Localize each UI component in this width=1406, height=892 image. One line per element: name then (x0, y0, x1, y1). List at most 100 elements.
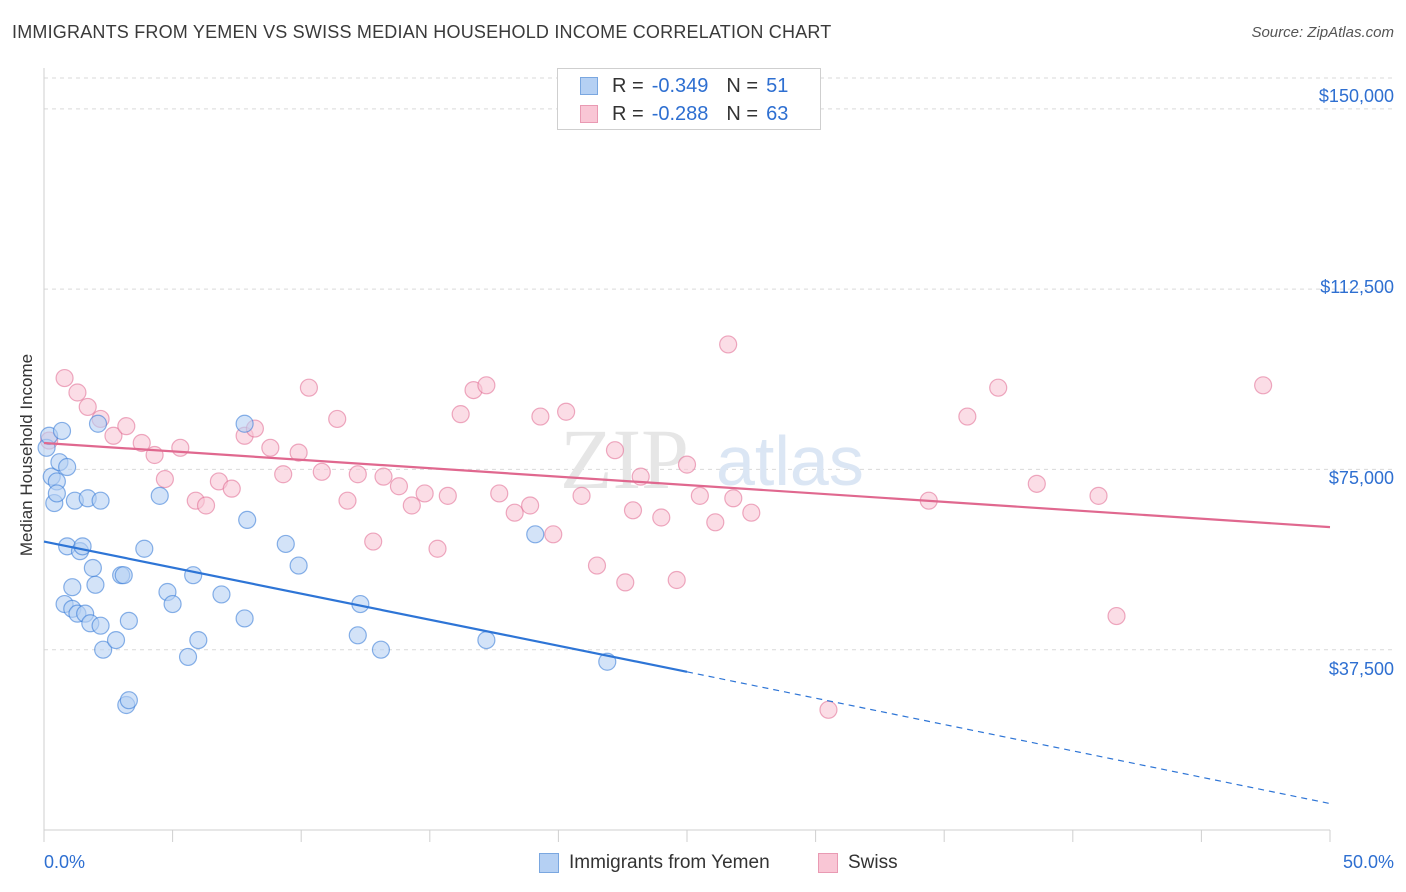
point-yemen (526, 525, 545, 544)
chart-title: IMMIGRANTS FROM YEMEN VS SWISS MEDIAN HO… (12, 22, 832, 42)
point-yemen (150, 486, 169, 505)
point-swiss (348, 465, 367, 484)
x-tick-label-min: 0.0% (44, 852, 86, 872)
point-yemen (348, 626, 367, 645)
legend-swatch-yemen (539, 853, 559, 873)
watermark-atlas: atlas (716, 422, 864, 500)
point-yemen (86, 575, 105, 594)
legend-item-swiss: Swiss (818, 852, 898, 874)
point-yemen (189, 630, 208, 650)
point-yemen (235, 414, 254, 433)
point-swiss (261, 438, 280, 457)
point-swiss (274, 465, 293, 484)
point-yemen (58, 457, 77, 477)
point-swiss (557, 402, 576, 421)
point-swiss (196, 496, 216, 515)
point-swiss (706, 513, 725, 532)
point-swiss (1107, 606, 1126, 626)
point-yemen (91, 491, 110, 510)
legend-row-swiss: R = -0.288 N = 63 (580, 100, 788, 128)
point-swiss (724, 489, 743, 508)
source-label: Source: ZipAtlas.com (1251, 24, 1394, 41)
point-yemen (238, 510, 257, 530)
point-yemen (119, 611, 138, 630)
point-yemen (119, 691, 138, 710)
point-yemen (83, 558, 102, 578)
legend-swatch-yemen (580, 77, 598, 95)
point-yemen (276, 534, 295, 554)
legend-row-yemen: R = -0.349 N = 51 (580, 72, 788, 100)
point-yemen (184, 566, 203, 585)
point-swiss (428, 539, 447, 558)
legend-r-label: R = (612, 102, 644, 125)
point-yemen (47, 484, 66, 503)
point-yemen (88, 414, 108, 433)
point-yemen (52, 421, 72, 441)
point-yemen (212, 585, 231, 604)
point-yemen (163, 594, 182, 614)
point-yemen (178, 647, 198, 667)
legend-r-value: -0.349 (651, 74, 709, 97)
point-swiss (364, 532, 383, 551)
legend-r-value: -0.288 (651, 102, 709, 125)
y-tick-label-37500: $37,500 (1328, 659, 1394, 679)
point-swiss (505, 503, 524, 522)
point-swiss (623, 501, 643, 520)
point-swiss (132, 433, 151, 453)
point-swiss (587, 556, 607, 575)
point-swiss (690, 486, 709, 505)
point-swiss (667, 570, 686, 590)
point-swiss (490, 484, 509, 503)
trend-line-swiss (43, 441, 1331, 529)
point-swiss (312, 462, 331, 481)
legend-r-label: R = (612, 74, 644, 97)
point-swiss (521, 496, 540, 515)
point-swiss (328, 409, 347, 429)
point-swiss (742, 503, 761, 522)
point-yemen (114, 566, 133, 585)
point-swiss (544, 525, 563, 544)
point-yemen (477, 630, 496, 650)
legend-n-value: 51 (766, 74, 789, 97)
point-swiss (222, 479, 241, 498)
point-swiss (338, 491, 357, 510)
point-swiss (1027, 474, 1046, 493)
legend-swatch-swiss (818, 853, 838, 873)
point-yemen (91, 616, 110, 635)
point-swiss (605, 441, 625, 460)
y-tick-label-150000: $150,000 (1318, 86, 1394, 106)
point-yemen (73, 537, 92, 556)
legend-item-yemen: Immigrants from Yemen (539, 852, 770, 874)
correlation-legend: R = -0.349 N = 51 R = -0.288 N = 63 (557, 68, 821, 130)
y-tick-label-112500: $112,500 (1320, 277, 1394, 297)
point-swiss (389, 477, 409, 496)
point-yemen (135, 539, 154, 558)
trend-line-yemen-extrapolated (686, 671, 1331, 805)
legend-label-yemen: Immigrants from Yemen (569, 852, 770, 873)
point-swiss (958, 407, 977, 426)
watermark: ZIP atlas (560, 411, 864, 507)
point-swiss (616, 573, 635, 592)
trend-line-yemen (43, 540, 688, 673)
point-swiss (104, 426, 123, 445)
point-swiss (531, 407, 550, 426)
point-swiss (572, 486, 591, 505)
point-yemen (94, 640, 113, 659)
point-swiss (289, 443, 308, 462)
point-swiss (68, 383, 87, 402)
point-swiss (415, 484, 434, 503)
point-swiss (719, 335, 738, 354)
point-swiss (155, 469, 174, 489)
y-tick-label-75000: $75,000 (1328, 468, 1394, 488)
x-tick-label-max: 50.0% (1342, 852, 1394, 872)
point-swiss (451, 405, 470, 424)
point-swiss (171, 438, 190, 457)
point-swiss (1089, 486, 1108, 505)
point-swiss (438, 486, 457, 505)
point-swiss (819, 700, 838, 719)
point-yemen (63, 578, 82, 597)
legend-label-swiss: Swiss (848, 852, 898, 873)
grid-lines (44, 77, 1394, 651)
point-yemen (106, 630, 126, 650)
